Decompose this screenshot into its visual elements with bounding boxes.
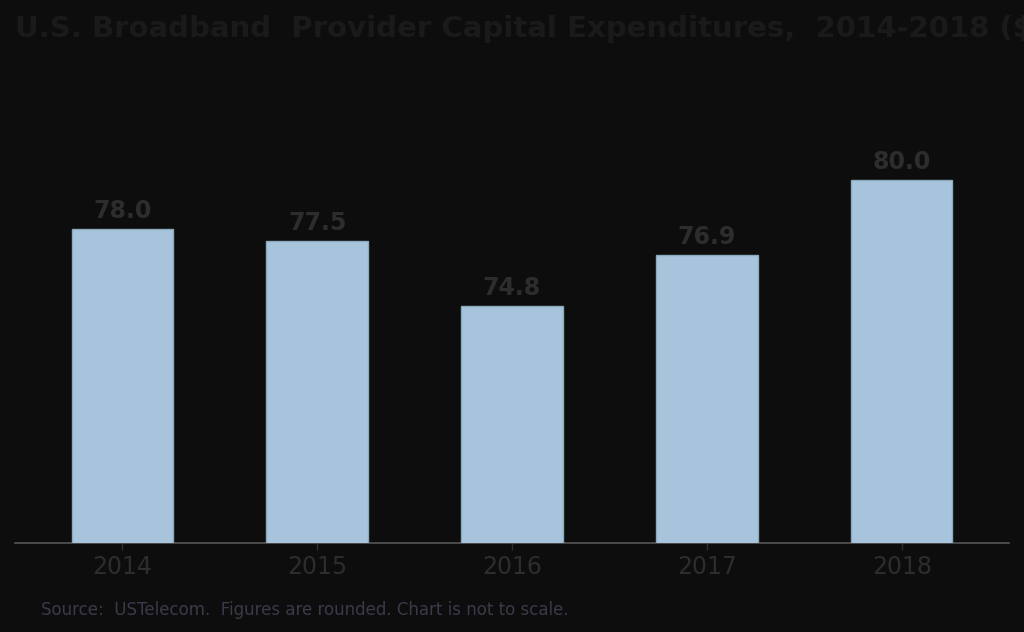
Bar bbox=[656, 255, 758, 632]
Bar bbox=[72, 229, 173, 632]
Bar bbox=[462, 306, 562, 632]
Text: 80.0: 80.0 bbox=[872, 150, 931, 174]
Bar bbox=[851, 180, 952, 632]
Text: 76.9: 76.9 bbox=[678, 225, 736, 249]
Text: Source:  USTelecom.  Figures are rounded. Chart is not to scale.: Source: USTelecom. Figures are rounded. … bbox=[41, 602, 568, 619]
Bar bbox=[266, 241, 368, 632]
Text: 77.5: 77.5 bbox=[288, 210, 346, 234]
Text: 74.8: 74.8 bbox=[483, 276, 541, 300]
Text: 78.0: 78.0 bbox=[93, 198, 152, 222]
Text: U.S. Broadband  Provider Capital Expenditures,  2014-2018 ($ billions): U.S. Broadband Provider Capital Expendit… bbox=[15, 15, 1024, 43]
